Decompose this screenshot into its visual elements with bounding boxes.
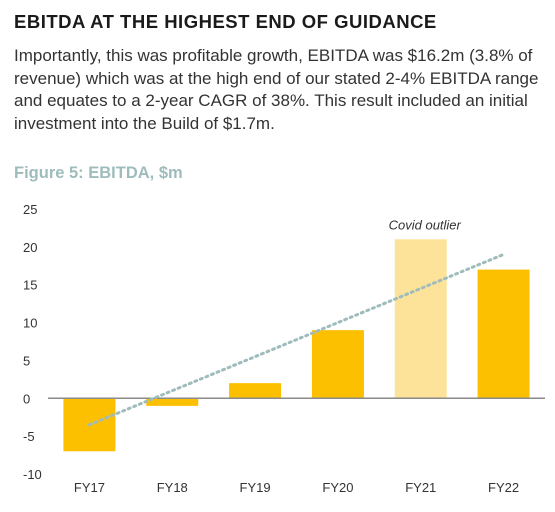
y-tick-label: -10 bbox=[23, 467, 42, 482]
x-tick-label: FY18 bbox=[157, 480, 188, 495]
annotation-label: Covid outlier bbox=[389, 217, 462, 232]
x-tick-label: FY20 bbox=[322, 480, 353, 495]
bar-FY18 bbox=[146, 398, 199, 406]
bar-FY21 bbox=[394, 239, 447, 399]
bar-FY20 bbox=[311, 330, 364, 399]
x-tick-label: FY21 bbox=[405, 480, 436, 495]
y-tick-label: 20 bbox=[23, 240, 37, 255]
y-tick-label: 10 bbox=[23, 316, 37, 331]
trendline bbox=[87, 252, 506, 427]
y-tick-label: 5 bbox=[23, 353, 30, 368]
figure-title: Figure 5: EBITDA, $m bbox=[14, 164, 183, 182]
x-tick-label: FY22 bbox=[488, 480, 519, 495]
x-tick-label: FY17 bbox=[74, 480, 105, 495]
y-tick-label: 0 bbox=[23, 391, 30, 406]
section-heading: EBITDA AT THE HIGHEST END OF GUIDANCE bbox=[14, 11, 437, 32]
bar-FY22 bbox=[477, 269, 530, 399]
y-tick-label: 25 bbox=[23, 202, 37, 217]
ebitda-bar-chart: -10 -5 0 5 10 15 20 25 FY17 FY18 FY19 FY20 FY21 FY22 C… bbox=[23, 202, 545, 495]
bar-FY19 bbox=[229, 383, 282, 399]
y-tick-label: 15 bbox=[23, 278, 37, 293]
x-tick-label: FY19 bbox=[240, 480, 271, 495]
body-paragraph: Importantly, this was profitable growth,… bbox=[14, 46, 539, 133]
y-tick-label: -5 bbox=[23, 429, 35, 444]
